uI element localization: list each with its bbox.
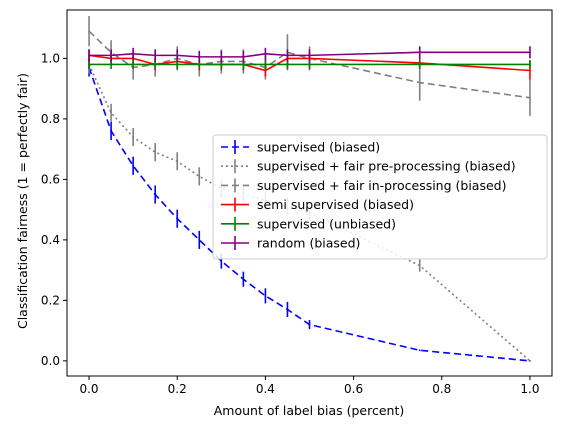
- data-point: [176, 54, 179, 57]
- data-point: [264, 63, 267, 66]
- data-point: [220, 55, 223, 58]
- series-layer: [88, 16, 531, 362]
- data-point: [242, 63, 245, 66]
- data-point: [529, 96, 531, 99]
- data-point: [242, 55, 245, 58]
- data-point: [308, 54, 311, 57]
- data-point: [154, 193, 157, 196]
- data-point: [132, 136, 135, 138]
- x-tick-label: 0.0: [79, 382, 98, 396]
- data-point: [154, 63, 157, 66]
- y-tick-label: 0.2: [41, 293, 60, 307]
- data-point: [132, 52, 135, 55]
- data-point: [529, 63, 531, 66]
- data-point: [198, 55, 201, 58]
- data-point: [308, 63, 311, 66]
- legend-item: supervised + fair pre-processing (biased…: [221, 159, 516, 174]
- legend-label: supervised (unbiased): [257, 216, 396, 231]
- y-tick-label: 0.6: [41, 172, 60, 186]
- legend-box: [212, 134, 548, 260]
- legend-item: random (biased): [221, 236, 360, 251]
- legend-label: supervised (biased): [257, 140, 380, 155]
- legend-item: semi supervised (biased): [221, 197, 414, 212]
- data-point: [529, 69, 531, 72]
- data-point: [110, 111, 112, 114]
- legend-item: supervised (unbiased): [221, 216, 396, 231]
- data-point: [264, 294, 267, 297]
- x-tick-label: 0.8: [432, 382, 451, 396]
- data-point: [110, 54, 112, 57]
- data-point: [198, 238, 201, 241]
- data-point: [198, 63, 201, 66]
- data-point: [286, 63, 289, 66]
- data-point: [286, 54, 289, 57]
- y-tick-label: 0.8: [41, 112, 60, 126]
- data-point: [529, 51, 531, 54]
- data-point: [154, 54, 157, 57]
- data-point: [418, 51, 421, 54]
- data-point: [220, 260, 223, 262]
- data-point: [220, 63, 223, 66]
- data-point: [418, 349, 421, 352]
- data-point: [88, 54, 90, 57]
- axes-layer: 0.0 0.2 0.4 0.6 0.8 1.0 0.0 0.2 0.4 0.6 0.8 1.0: [41, 9, 553, 396]
- data-point: [418, 264, 421, 267]
- x-tick-label: 0.4: [256, 382, 275, 396]
- data-point: [418, 63, 421, 66]
- x-tick-label: 0.2: [168, 382, 187, 396]
- data-point: [176, 63, 179, 66]
- x-tick-label: 0.6: [344, 382, 363, 396]
- data-point: [154, 151, 157, 154]
- data-point: [132, 63, 135, 66]
- data-point: [308, 323, 311, 326]
- axes-frame: [66, 9, 553, 377]
- y-tick-label: 0.4: [41, 233, 60, 247]
- legend-label: semi supervised (biased): [257, 197, 414, 212]
- data-point: [110, 130, 112, 132]
- data-point: [132, 164, 135, 167]
- data-point: [176, 217, 179, 220]
- y-tick-label: 0.0: [41, 354, 60, 368]
- legend: supervised (biased) supervised + fair pre…: [212, 134, 548, 260]
- data-point: [264, 69, 267, 72]
- data-point: [198, 175, 201, 178]
- y-tick-label: 1.0: [41, 51, 60, 65]
- legend-item: supervised + fair in-processing (biased): [221, 178, 506, 193]
- data-point: [110, 63, 112, 66]
- data-point: [88, 63, 90, 66]
- x-tick-label: 1.0: [520, 382, 539, 396]
- legend-label: supervised + fair in-processing (biased): [257, 178, 506, 193]
- data-point: [176, 160, 179, 163]
- series-5: [88, 59, 531, 69]
- data-point: [242, 278, 245, 281]
- data-point: [529, 359, 531, 362]
- legend-label: random (biased): [257, 236, 360, 251]
- data-point: [418, 81, 421, 84]
- x-axis-label: Amount of label bias (percent): [214, 403, 405, 418]
- data-point: [286, 308, 289, 311]
- series-6: [88, 46, 531, 63]
- data-point: [264, 52, 267, 55]
- data-point: [88, 30, 90, 33]
- y-axis-label: Classification fairness (1 = perfectly f…: [15, 73, 30, 329]
- legend-label: supervised + fair pre-processing (biased…: [257, 159, 516, 174]
- legend-item: supervised (biased): [221, 140, 380, 155]
